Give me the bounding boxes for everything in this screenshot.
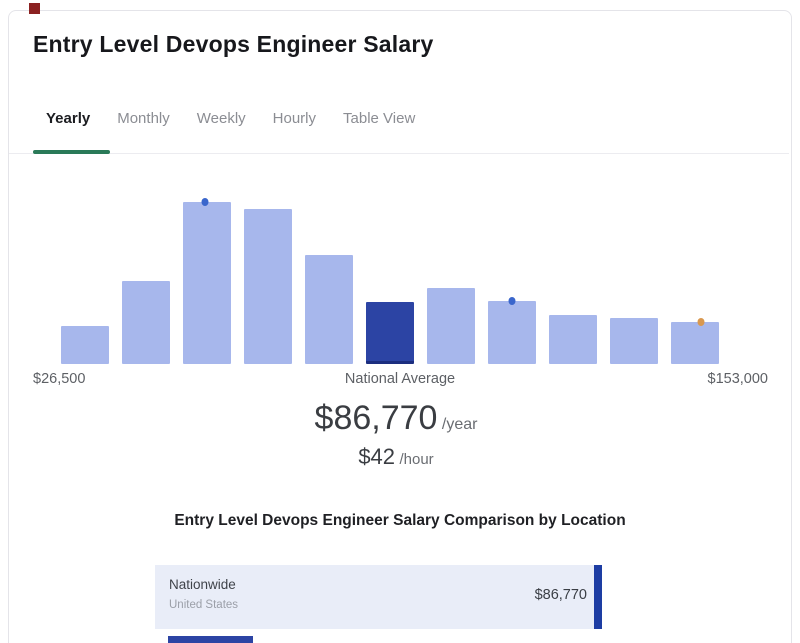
hourly-salary-summary: $42 /hour <box>0 444 792 470</box>
histogram-bar[interactable] <box>305 255 353 364</box>
tab-monthly[interactable]: Monthly <box>117 110 170 127</box>
partial-next-row-bar <box>168 636 253 643</box>
comparison-value: $86,770 <box>534 587 587 603</box>
hourly-salary-unit: /hour <box>399 451 434 468</box>
tab-list: Yearly Monthly Weekly Hourly Table View <box>46 110 415 127</box>
histogram-bar[interactable] <box>427 288 475 364</box>
histogram-bar[interactable] <box>61 326 109 364</box>
tab-weekly[interactable]: Weekly <box>196 110 246 127</box>
axis-max-label: $153,000 <box>707 371 768 387</box>
histogram-bar-national-average[interactable] <box>366 302 414 364</box>
tab-hourly[interactable]: Hourly <box>272 110 317 127</box>
active-tab-underline <box>33 150 110 154</box>
histogram-bar[interactable] <box>549 315 597 364</box>
comparison-row-nationwide[interactable]: Nationwide United States $86,770 <box>155 565 602 629</box>
hourly-salary-value: $42 <box>358 444 396 469</box>
axis-min-label: $26,500 <box>33 371 86 387</box>
histogram-bar[interactable] <box>671 318 719 364</box>
histogram-bar[interactable] <box>183 198 231 364</box>
blue-marker-dot <box>201 198 209 206</box>
comparison-heading: Entry Level Devops Engineer Salary Compa… <box>174 512 626 529</box>
axis-average-label: National Average <box>344 371 456 387</box>
yearly-salary-unit: /year <box>441 416 478 433</box>
tab-divider <box>9 153 789 154</box>
tab-table-view[interactable]: Table View <box>343 110 416 127</box>
histogram-bar[interactable] <box>610 318 658 364</box>
red-corner-artifact <box>29 3 40 14</box>
comparison-location: Nationwide <box>169 577 236 592</box>
tab-yearly[interactable]: Yearly <box>46 110 91 127</box>
histogram-bar[interactable] <box>488 297 536 364</box>
blue-marker-dot <box>508 297 516 305</box>
comparison-region: United States <box>169 599 239 611</box>
salary-histogram <box>61 170 719 364</box>
histogram-bar[interactable] <box>244 209 292 364</box>
orange-marker-dot <box>697 318 705 326</box>
page-title: Entry Level Devops Engineer Salary <box>33 31 434 57</box>
comparison-bar-cap <box>594 565 602 629</box>
yearly-salary-value: $86,770 <box>314 399 438 437</box>
histogram-bar[interactable] <box>122 281 170 364</box>
yearly-salary-summary: $86,770 /year <box>0 399 792 438</box>
